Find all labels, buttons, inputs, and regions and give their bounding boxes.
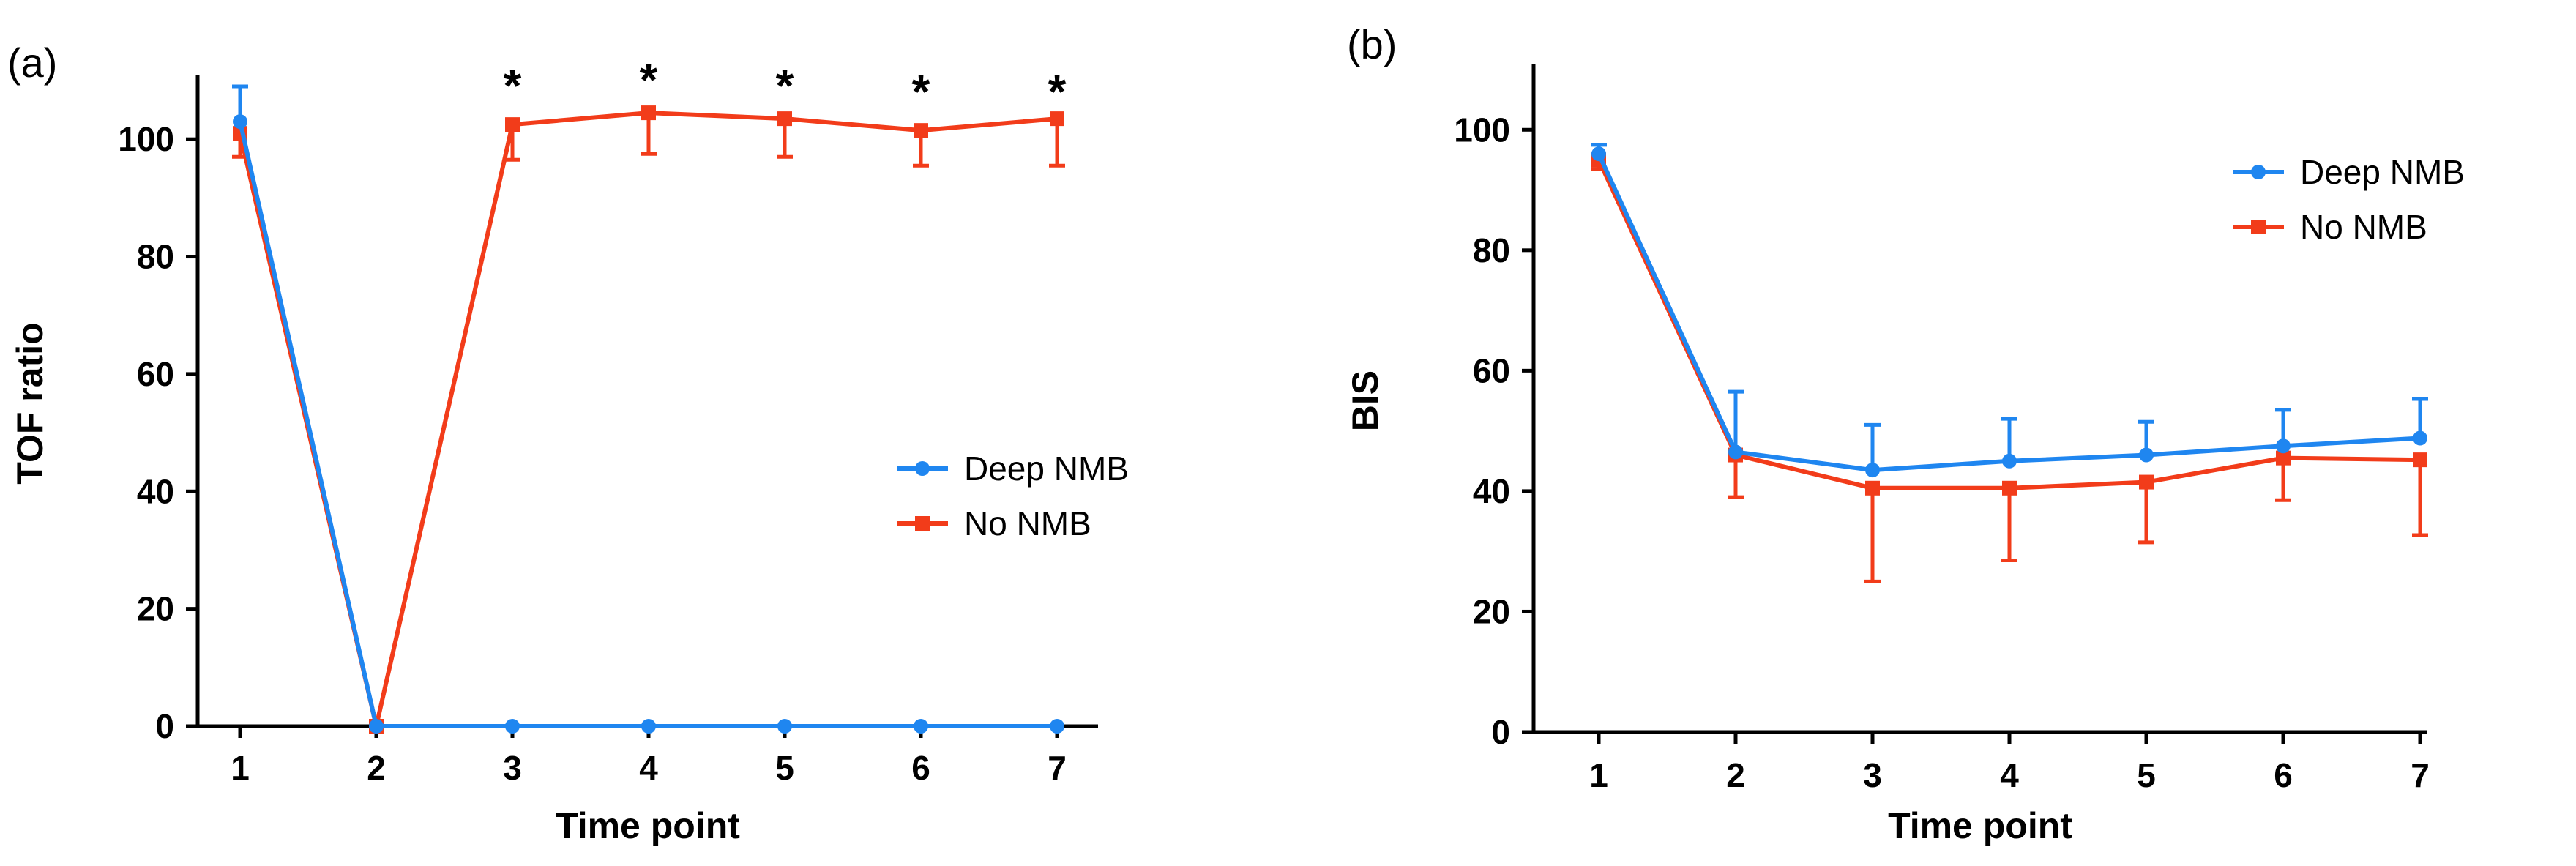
deep-nmb-data-point: [1728, 444, 1743, 460]
x-tick-label: 5: [2137, 756, 2156, 794]
deep-nmb-data-point: [1865, 463, 1880, 478]
legend-no-nmb-marker: [915, 516, 930, 531]
no-nmb-data-point: [2139, 474, 2154, 490]
x-axis-title: Time point: [1888, 805, 2072, 846]
no-nmb-series-line: [238, 111, 1058, 728]
y-axis-title: TOF ratio: [10, 322, 51, 484]
x-axis-title: Time point: [556, 805, 740, 846]
no-nmb-data-point: [505, 117, 520, 132]
no-nmb-data-point: [2002, 480, 2017, 496]
x-tick-label: 5: [775, 749, 794, 787]
y-tick-label: 0: [1491, 713, 1510, 751]
y-axis-title: BIS: [1345, 370, 1386, 431]
y-tick-label: 100: [118, 120, 174, 158]
y-tick-label: 60: [1473, 351, 1510, 389]
x-tick-label: 2: [367, 749, 386, 787]
no-nmb-data-point: [1050, 111, 1064, 127]
significance-asterisk: *: [1048, 65, 1067, 118]
no-nmb-data-point: [777, 111, 792, 127]
no-nmb-data-point: [2276, 450, 2291, 466]
panel-a-label: (a): [7, 40, 57, 86]
x-tick-label: 3: [1863, 756, 1882, 794]
y-tick-label: 80: [137, 238, 174, 276]
deep-nmb-data-point: [641, 719, 656, 734]
legend-no-nmb-label: No NMB: [964, 504, 1091, 542]
significance-asterisk: *: [912, 65, 930, 118]
y-tick-label: 80: [1473, 231, 1510, 269]
deep-nmb-series-line: [238, 121, 1057, 728]
y-tick-label: 40: [1473, 472, 1510, 510]
x-tick-label: 6: [2274, 756, 2293, 794]
y-tick-label: 20: [137, 590, 174, 628]
legend-deep-nmb-label: Deep NMB: [2300, 153, 2465, 191]
legend-deep-nmb-marker: [915, 461, 930, 476]
significance-asterisk: *: [776, 59, 794, 112]
x-tick-label: 7: [2411, 756, 2430, 794]
legend-deep-nmb-marker: [2251, 165, 2266, 179]
deep-nmb-data-point: [2276, 438, 2291, 454]
significance-asterisk: *: [640, 53, 658, 106]
deep-nmb-data-point: [369, 719, 384, 734]
x-tick-label: 4: [2000, 756, 2019, 794]
significance-asterisk: *: [504, 59, 522, 112]
panel-a-tof-ratio-chart: (a) 0 20 40 60 80 100 1 2 3 4 5 6 7 Time point TOF rat…: [7, 40, 1129, 846]
deep-nmb-data-point: [1050, 719, 1064, 734]
no-nmb-data-point: [1865, 480, 1880, 496]
deep-nmb-data-point: [777, 719, 792, 734]
no-nmb-data-point: [914, 123, 928, 138]
x-tick-label: 6: [911, 749, 930, 787]
y-tick-label: 100: [1454, 111, 1510, 149]
no-nmb-data-point: [641, 105, 656, 121]
x-tick-label: 2: [1726, 756, 1745, 794]
deep-nmb-data-point: [233, 114, 247, 130]
x-tick-label: 7: [1048, 749, 1067, 787]
deep-nmb-data-point: [2413, 430, 2427, 446]
x-tick-label: 3: [503, 749, 522, 787]
deep-nmb-data-point: [505, 719, 520, 734]
y-tick-label: 40: [137, 472, 174, 510]
no-nmb-data-point: [2413, 452, 2427, 468]
y-tick-label: 60: [137, 355, 174, 393]
x-tick-label: 4: [639, 749, 658, 787]
y-tick-label: 0: [155, 707, 174, 745]
deep-nmb-data-point: [1591, 146, 1606, 162]
panel-b-bis-chart: (b) 0 20 40 60 80 100 1 2 3 4 5 6 7 Time point BIS Deep…: [1345, 21, 2465, 846]
deep-nmb-data-point: [2002, 453, 2017, 469]
deep-nmb-data-point: [914, 719, 928, 734]
x-tick-label: 1: [1589, 756, 1608, 794]
legend-no-nmb-marker: [2251, 220, 2266, 234]
legend-no-nmb-label: No NMB: [2300, 208, 2427, 246]
legend-deep-nmb-label: Deep NMB: [964, 449, 1129, 488]
deep-nmb-data-point: [2139, 447, 2154, 463]
x-tick-label: 1: [231, 749, 250, 787]
panel-b-label: (b): [1347, 21, 1397, 67]
y-tick-label: 20: [1473, 592, 1510, 630]
